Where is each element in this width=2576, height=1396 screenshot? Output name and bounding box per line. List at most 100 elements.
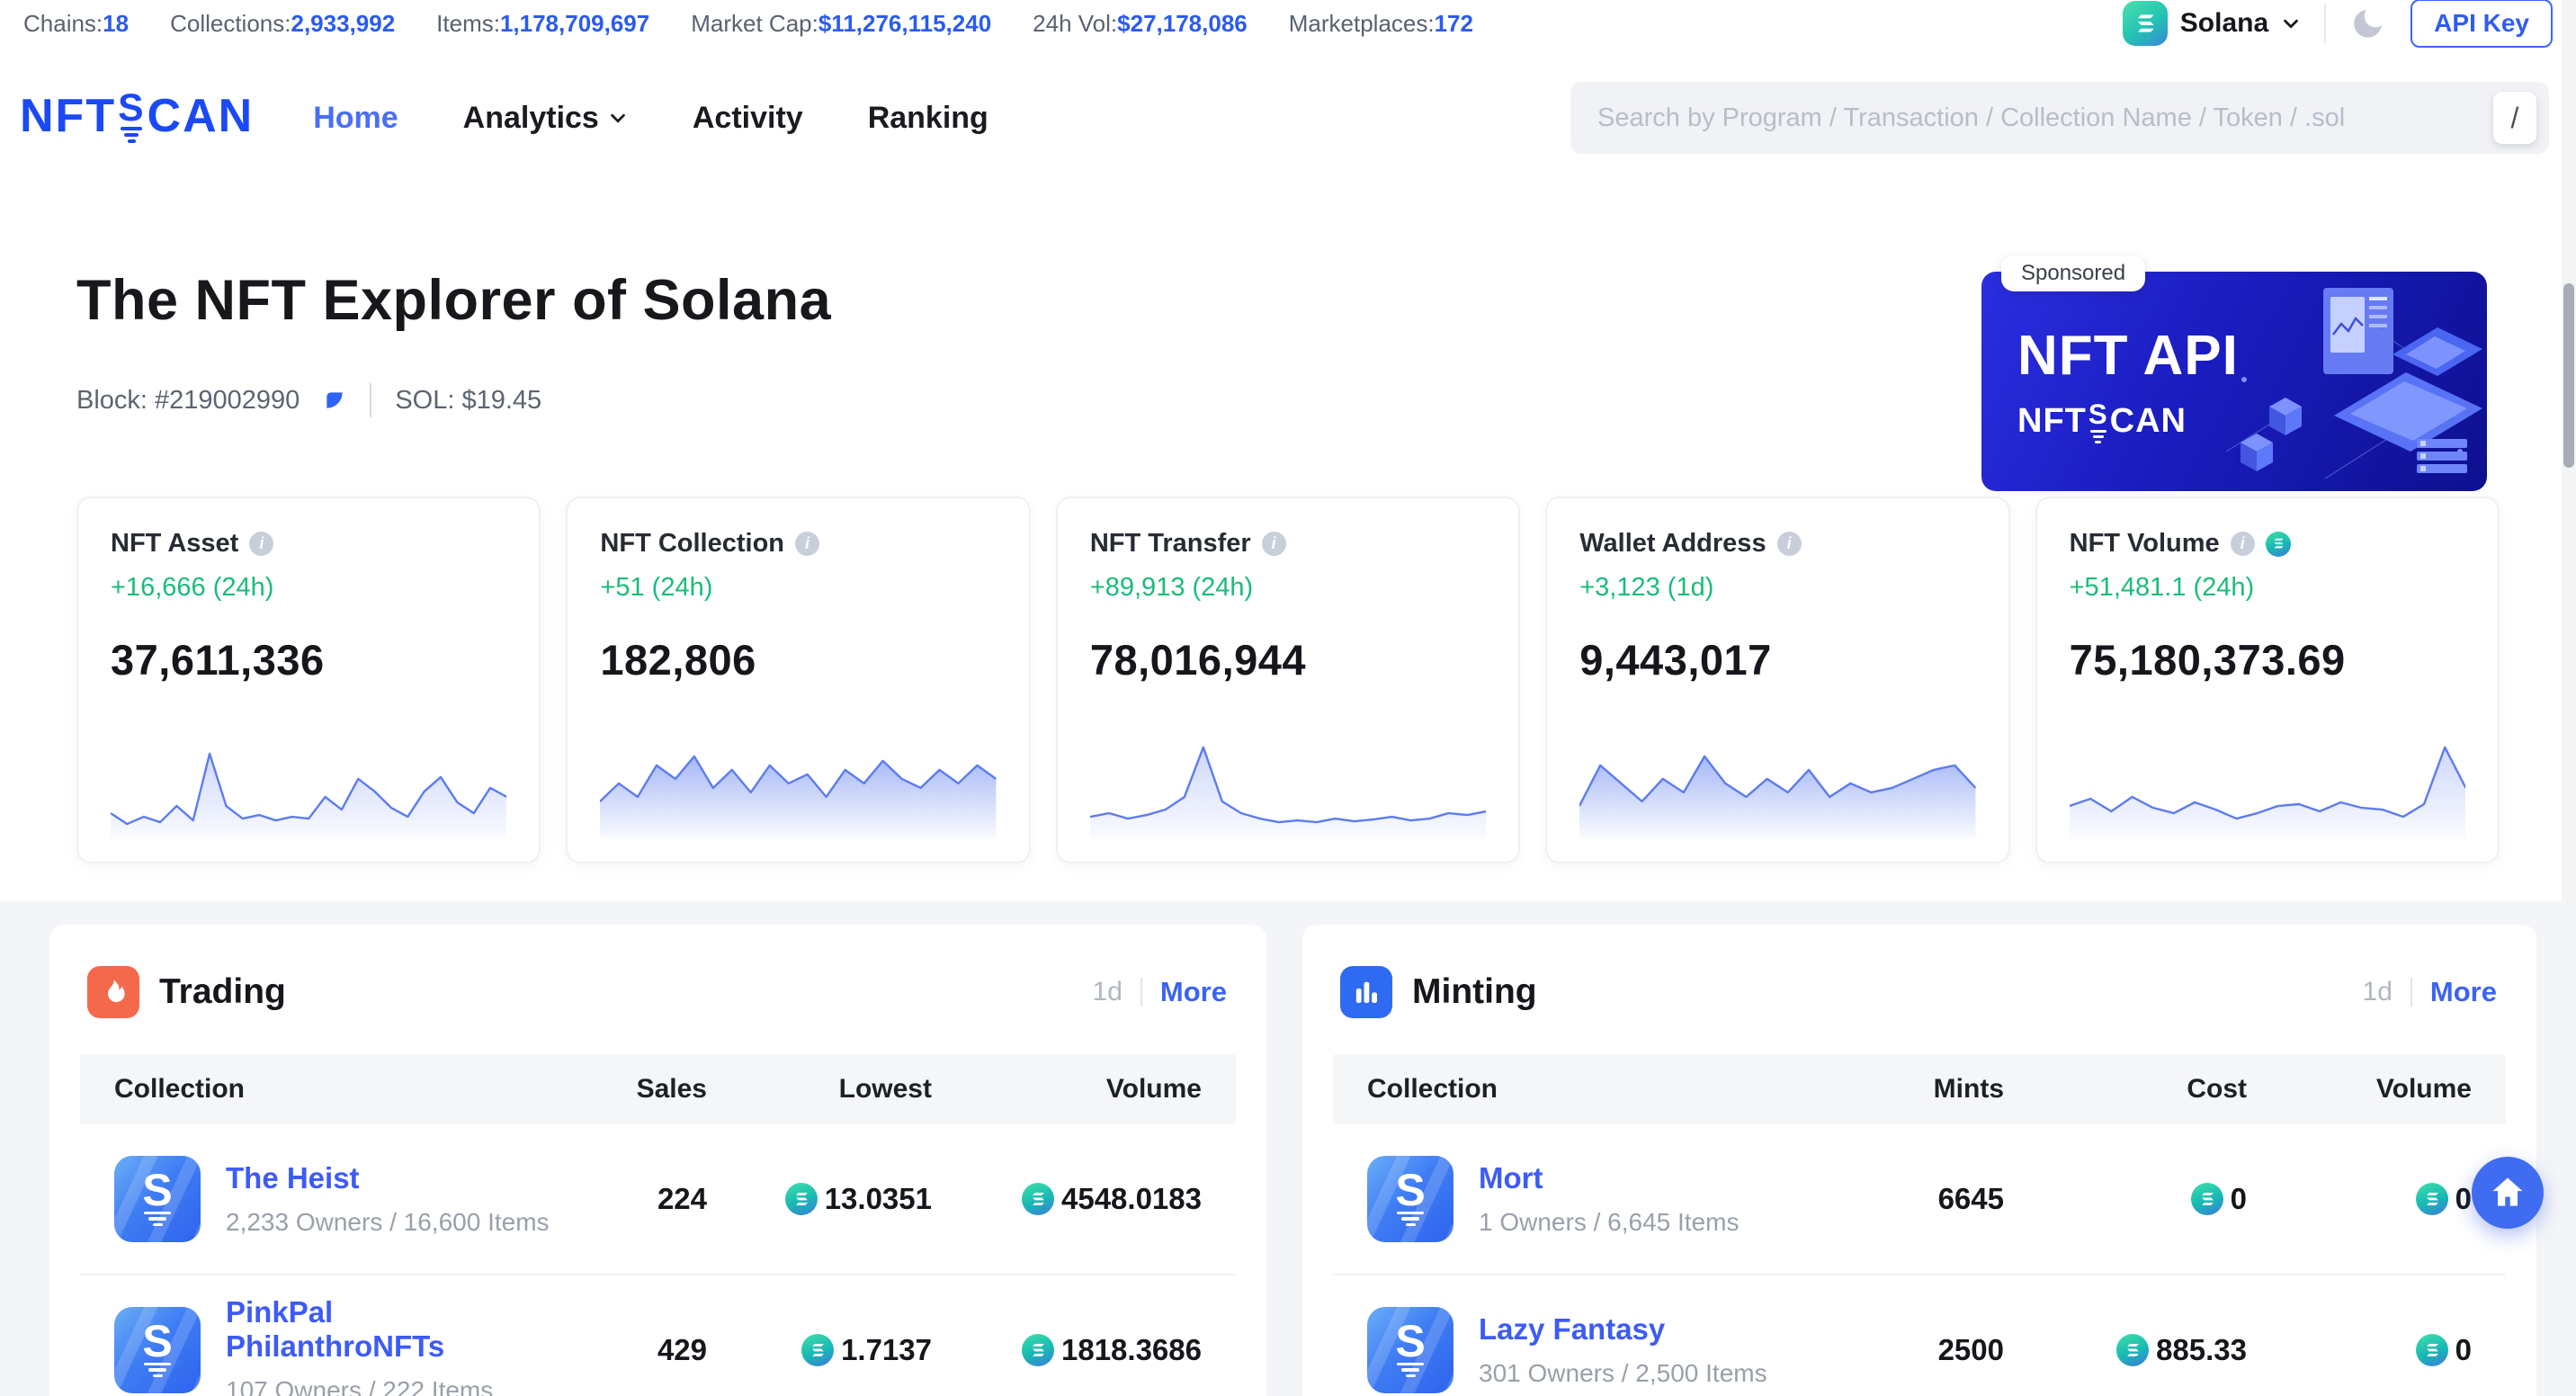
dark-mode-toggle-moon-icon[interactable]	[2349, 4, 2387, 42]
sparkline-chart	[111, 732, 507, 838]
sol-coin-icon	[2415, 1334, 2448, 1366]
card-value: 182,806	[600, 636, 756, 684]
logo-s-glyph: S	[118, 89, 145, 144]
sol-coin-icon	[784, 1183, 818, 1215]
collection-meta: 301 Owners / 2,500 Items	[1479, 1359, 1767, 1387]
collection-link[interactable]: The Heist	[226, 1161, 360, 1195]
sol-coin-icon	[1022, 1334, 1054, 1366]
volume-value: 0	[2247, 1333, 2472, 1367]
page-title: The NFT Explorer of Solana	[76, 269, 832, 332]
sparkline-chart	[1579, 732, 1976, 838]
banner-nftscan-logo: NFT S CAN	[2017, 400, 2239, 443]
collection-avatar[interactable]: S	[1367, 1156, 1453, 1242]
sol-coin-icon	[2415, 1183, 2448, 1215]
hero-section: The NFT Explorer of Solana Block: #21900…	[0, 189, 2576, 901]
search-bar[interactable]: /	[1570, 82, 2549, 154]
collection-avatar[interactable]: S	[114, 1307, 201, 1393]
api-key-button[interactable]: API Key	[2411, 0, 2553, 48]
card-title: NFT Asset	[111, 529, 239, 558]
collection-avatar[interactable]: S	[1367, 1307, 1453, 1393]
card-change: +16,666 (24h)	[111, 573, 274, 602]
lower-section: Trading 1d More Collection Sales Lowest …	[0, 901, 2576, 1396]
global-stats: Chains:18 Collections:2,933,992 Items:1,…	[23, 10, 2123, 38]
stat-collections: Collections:2,933,992	[170, 9, 396, 37]
divider	[2324, 4, 2327, 43]
section-title-trading: Trading	[159, 972, 286, 1011]
block-leaf-icon	[326, 392, 343, 408]
chevron-down-icon	[2284, 19, 2298, 29]
nav-item-analytics[interactable]: Analytics	[463, 101, 628, 136]
nav-menu: Home Analytics Activity Ranking	[313, 101, 988, 136]
info-icon[interactable]: i	[1776, 532, 1802, 556]
back-to-home-button[interactable]	[2472, 1157, 2544, 1229]
collection-avatar[interactable]: S	[114, 1156, 201, 1242]
info-icon[interactable]: i	[249, 532, 274, 556]
mints-value: 2500	[1937, 1333, 2004, 1366]
nav-item-activity[interactable]: Activity	[692, 100, 803, 135]
info-icon[interactable]: i	[2230, 532, 2255, 556]
scrollbar-thumb[interactable]	[2563, 283, 2574, 468]
nav-item-home[interactable]: Home	[313, 100, 398, 135]
search-input[interactable]	[1597, 103, 2493, 133]
sponsored-banner[interactable]: NFT API NFT S CAN	[1981, 255, 2487, 491]
stat-cards-row: NFT Asset i +16,666 (24h) 37,611,336 NFT …	[76, 497, 2500, 864]
collection-link[interactable]: PinkPal PhilanthroNFTs	[226, 1295, 445, 1363]
minting-panel: Minting 1d More Collection Mints Cost Vo…	[1302, 925, 2536, 1396]
solana-icon	[2122, 1, 2168, 46]
nft-api-illustration	[2225, 288, 2482, 479]
stat-card-nft-transfer[interactable]: NFT Transfer i +89,913 (24h) 78,016,944	[1055, 497, 1521, 864]
banner-background: NFT API NFT S CAN	[1981, 272, 2487, 491]
stat-card-nft-volume[interactable]: NFT Volume i +51,481.1 (24h) 75,180,373.6…	[2035, 497, 2500, 864]
lowest-value: 13.0351	[707, 1182, 932, 1216]
table-row: S PinkPal PhilanthroNFTs 107 Owners / 22…	[80, 1275, 1236, 1396]
collection-link[interactable]: Mort	[1479, 1161, 1543, 1195]
nftscan-logo[interactable]: NFT S CAN	[20, 85, 255, 144]
card-title: NFT Collection	[600, 529, 785, 558]
chain-status-row: Block: #219002990 SOL: $19.45	[76, 383, 2500, 417]
stat-card-wallet-address[interactable]: Wallet Address i +3,123 (1d) 9,443,017	[1545, 497, 2010, 864]
collection-link[interactable]: Lazy Fantasy	[1479, 1312, 1666, 1346]
stat-marketplaces: Marketplaces:172	[1288, 9, 1473, 37]
sol-coin-icon	[2116, 1334, 2150, 1366]
block-number: Block: #219002990	[76, 385, 300, 415]
sponsored-badge: Sponsored	[2001, 255, 2146, 291]
stat-chains: Chains:18	[23, 9, 130, 37]
volume-value: 1818.3686	[932, 1333, 1202, 1367]
trading-period-selector[interactable]: 1d	[1092, 977, 1123, 1007]
card-value: 37,611,336	[111, 636, 325, 684]
divider	[1140, 978, 1142, 1007]
col-volume: Volume	[2375, 1074, 2472, 1104]
card-value: 9,443,017	[1579, 636, 1772, 684]
collection-meta: 2,233 Owners / 16,600 Items	[226, 1208, 550, 1236]
lowest-value: 1.7137	[707, 1333, 932, 1367]
card-change: +51,481.1 (24h)	[2069, 573, 2255, 602]
section-title-minting: Minting	[1412, 972, 1537, 1011]
scrollbar-track[interactable]	[2562, 0, 2576, 1396]
card-title: NFT Transfer	[1089, 529, 1251, 558]
info-icon[interactable]: i	[1261, 532, 1286, 556]
minting-more-link[interactable]: More	[2429, 976, 2497, 1007]
minting-table-header: Collection Mints Cost Volume	[1333, 1054, 2506, 1124]
minting-period-selector[interactable]: 1d	[2362, 977, 2393, 1007]
sparkline-chart	[600, 732, 997, 838]
collection-meta: 1 Owners / 6,645 Items	[1479, 1208, 1740, 1236]
main-navbar: NFT S CAN Home Analytics Activity Ranking …	[0, 47, 2576, 189]
cost-value: 885.33	[2004, 1333, 2247, 1367]
collection-meta: 107 Owners / 222 Items	[226, 1376, 494, 1396]
nav-item-ranking[interactable]: Ranking	[867, 100, 988, 135]
chain-selector[interactable]: Solana	[2122, 1, 2301, 46]
sales-value: 224	[657, 1182, 707, 1215]
mints-value: 6645	[1937, 1182, 2004, 1215]
divider	[370, 383, 372, 417]
stat-card-nft-collection[interactable]: NFT Collection i +51 (24h) 182,806	[566, 497, 1031, 864]
sol-coin-icon	[1022, 1183, 1054, 1215]
solana-icon	[2265, 531, 2291, 557]
card-value: 78,016,944	[1089, 636, 1307, 684]
trading-more-link[interactable]: More	[1159, 976, 1227, 1007]
card-value: 75,180,373.69	[2069, 636, 2346, 684]
stat-card-nft-asset[interactable]: NFT Asset i +16,666 (24h) 37,611,336	[76, 497, 541, 864]
sol-coin-icon	[801, 1334, 835, 1366]
top-stats-bar: Chains:18 Collections:2,933,992 Items:1,…	[0, 0, 2576, 48]
table-row: S The Heist 2,233 Owners / 16,600 Items …	[80, 1124, 1236, 1275]
info-icon[interactable]: i	[795, 532, 820, 556]
